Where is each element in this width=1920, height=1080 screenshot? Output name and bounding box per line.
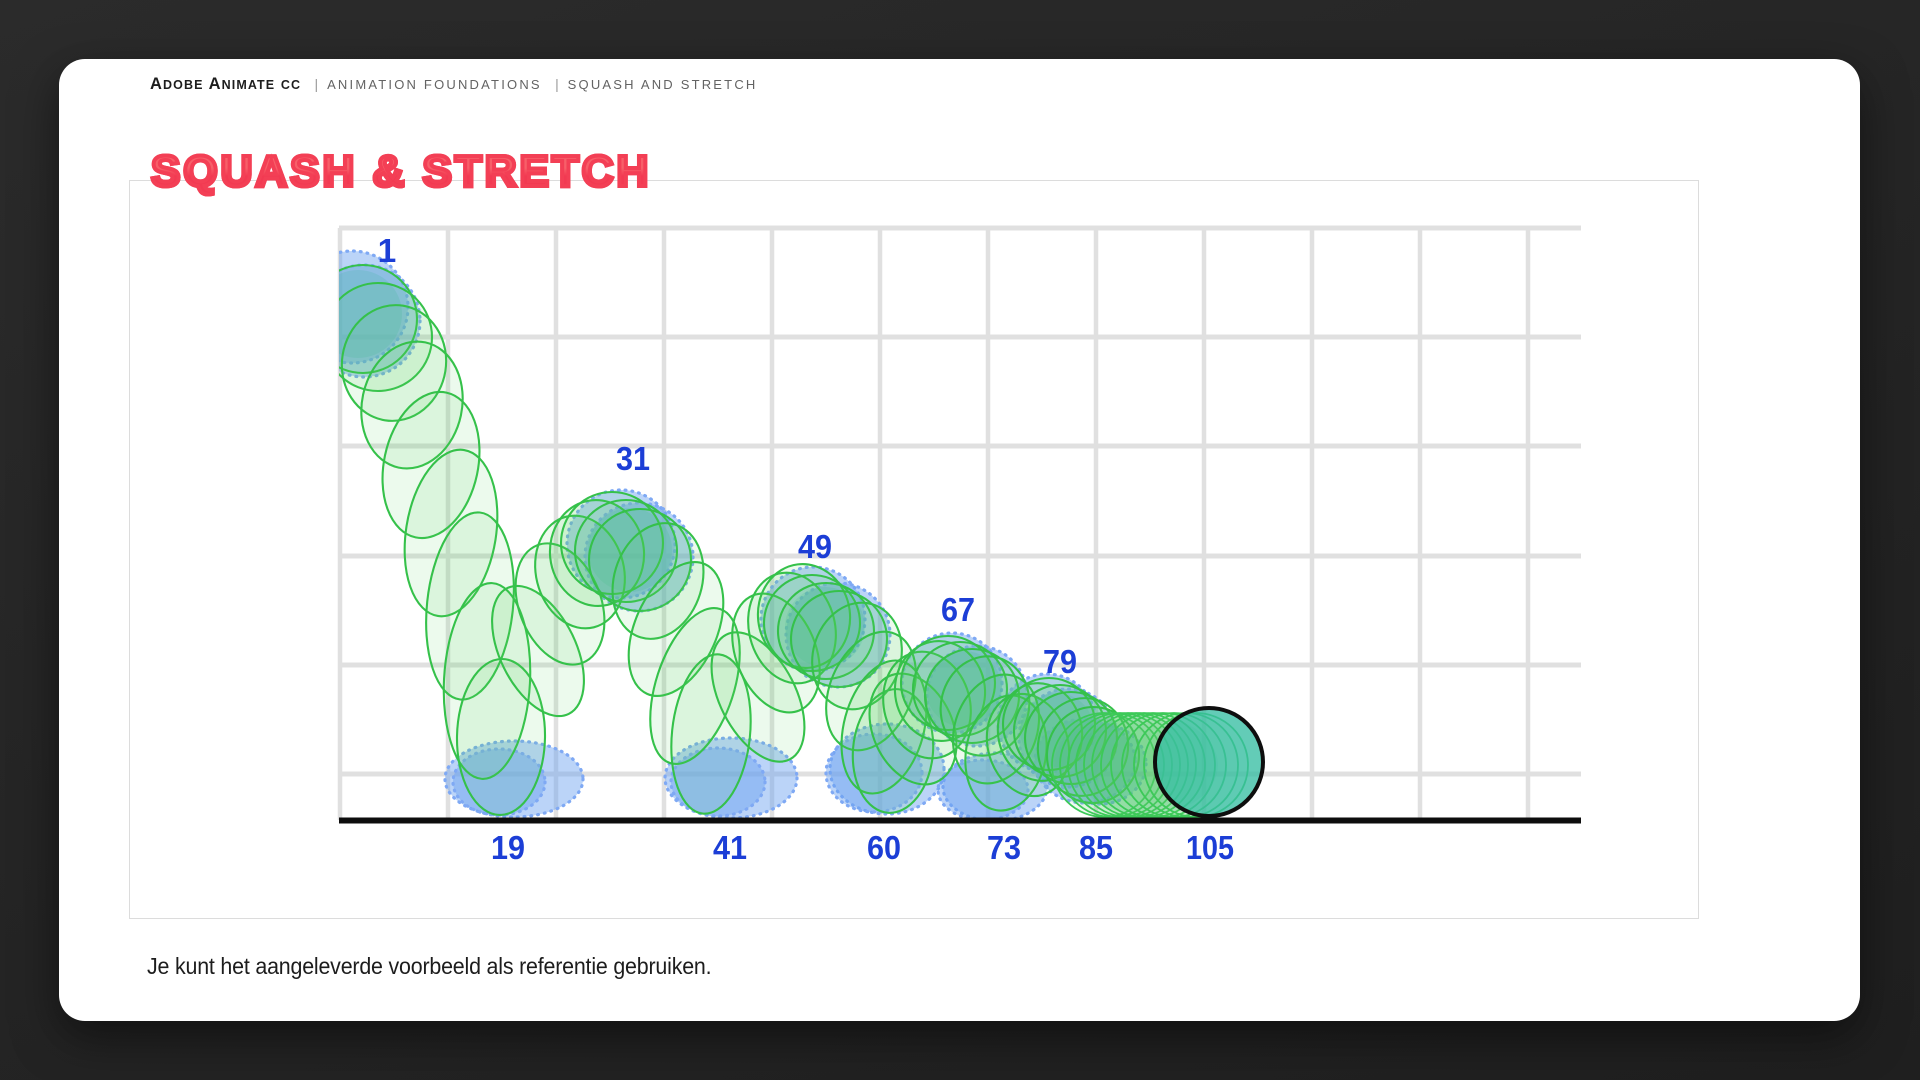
svg-text:19: 19 — [491, 830, 525, 867]
svg-text:41: 41 — [713, 830, 747, 867]
svg-text:79: 79 — [1043, 644, 1077, 681]
svg-text:73: 73 — [987, 830, 1021, 867]
svg-text:49: 49 — [798, 529, 832, 566]
svg-text:1: 1 — [378, 233, 397, 270]
svg-text:67: 67 — [941, 592, 975, 629]
svg-text:60: 60 — [867, 830, 901, 867]
svg-text:31: 31 — [616, 441, 650, 478]
svg-text:85: 85 — [1079, 830, 1113, 867]
svg-text:105: 105 — [1186, 830, 1234, 867]
